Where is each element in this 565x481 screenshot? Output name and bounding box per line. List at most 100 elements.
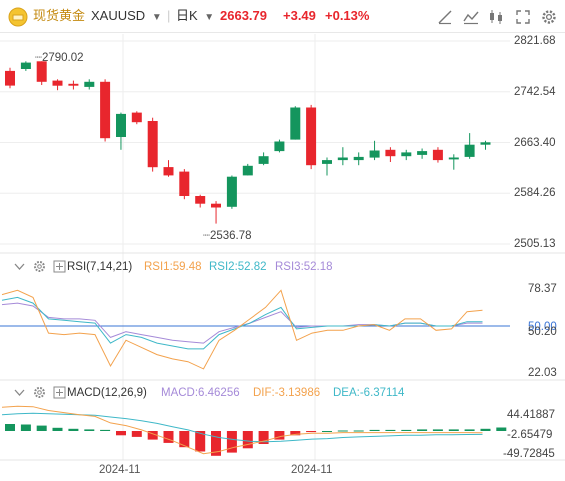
macd-bar: [274, 431, 285, 440]
macd-bar: [401, 429, 412, 431]
macd-bar: [100, 429, 111, 431]
hide-indicator-icon[interactable]: [13, 260, 26, 273]
macd-axis-mid: -2.65479: [507, 429, 553, 441]
candle-body: [20, 62, 31, 69]
macd-bar: [322, 431, 332, 432]
draw-line-icon[interactable]: [437, 9, 453, 25]
macd-bar: [385, 429, 396, 431]
candle-body: [5, 70, 15, 86]
chevron-down-icon: ▼: [151, 12, 162, 23]
candle-body: [84, 81, 95, 87]
hide-indicator-icon[interactable]: [13, 386, 26, 399]
macd-bar: [84, 429, 95, 431]
dif-line: [1, 405, 483, 455]
current-price: 2663.79: [220, 8, 267, 23]
candle-body: [353, 156, 364, 161]
candle-body: [179, 171, 190, 196]
candle-body: [52, 80, 63, 86]
macd-bar: [131, 431, 142, 437]
rsi-axis-top: 78.37: [528, 283, 557, 295]
macd-bar: [195, 431, 206, 452]
macd-title: MACD(12,26,9): [67, 387, 147, 399]
annotation-leader: ┈: [203, 230, 210, 242]
rsi-axis-mid: 50.00: [528, 321, 557, 333]
rsi2-line: [1, 296, 483, 350]
price-axis-label: 2663.40: [514, 136, 556, 149]
date-label: 2024-11: [291, 464, 333, 476]
price-axis-label: 2505.13: [514, 238, 556, 250]
candle-body: [163, 167, 174, 176]
fullscreen-icon[interactable]: [515, 9, 531, 25]
macd-bar: [179, 431, 190, 448]
macd-bar: [116, 431, 126, 436]
macd-bar: [448, 429, 459, 431]
candle-body: [211, 203, 221, 208]
candle-body: [337, 157, 348, 161]
rsi-axis-mid2: 50.20: [528, 326, 557, 338]
price-change: +3.49: [283, 8, 316, 23]
price-axis-label: 2742.54: [514, 85, 556, 98]
candle-body: [385, 149, 396, 157]
instrument-title[interactable]: 现货黄金: [33, 8, 86, 23]
settings-gear-icon[interactable]: [541, 9, 557, 25]
add-indicator-icon[interactable]: [53, 386, 66, 399]
macd-bar: [242, 431, 253, 449]
candle-body: [226, 176, 237, 207]
macd-bar: [432, 429, 443, 431]
macd-bar: [52, 427, 63, 431]
price-axis-label: 2821.68: [514, 35, 556, 47]
high-annotation: ┈2790.02: [35, 51, 84, 65]
date-label: 2024-11: [99, 464, 141, 476]
candle-body: [290, 107, 301, 140]
macd-bar: [20, 424, 31, 431]
macd-bar: [464, 429, 475, 431]
dif-value: DIF:-3.13986: [253, 387, 321, 399]
settings-gear-icon[interactable]: [33, 260, 46, 273]
indicator-icon[interactable]: [463, 9, 479, 25]
candle-body: [417, 151, 428, 155]
dea-value: DEA:-6.37114: [333, 387, 405, 399]
price-change-percent: +0.13%: [325, 8, 370, 23]
macd-bar: [306, 431, 317, 433]
macd-bar: [496, 427, 507, 431]
header-bar: 现货黄金 XAUUSD ▼ | 日K ▼ 2663.79 +3.49 +0.13…: [0, 0, 565, 33]
interval-dropdown[interactable]: 日K ▼: [176, 8, 214, 26]
macd-bar: [480, 428, 491, 431]
rsi-title: RSI(7,14,21): [67, 261, 133, 273]
interval-label: 日K: [176, 8, 198, 23]
high-value: 2790.02: [41, 52, 84, 64]
macd-bar: [163, 431, 174, 443]
macd-bar: [417, 429, 428, 431]
candle-body: [432, 149, 443, 161]
rsi3-value: RSI3:52.18: [275, 261, 333, 273]
rsi1-line: [1, 289, 483, 370]
candle-body: [401, 152, 412, 157]
symbol-dropdown[interactable]: XAUUSD ▼: [91, 8, 162, 26]
macd-bar: [258, 431, 269, 444]
divider: |: [167, 8, 171, 23]
gold-logo-icon: [8, 7, 28, 27]
dea-line: [1, 412, 483, 443]
macd-value: MACD:6.46256: [161, 387, 240, 399]
candle-body: [369, 150, 380, 158]
settings-gear-icon[interactable]: [33, 386, 46, 399]
add-indicator-icon[interactable]: [53, 260, 66, 273]
candle-body: [306, 107, 317, 166]
chart-type-icon[interactable]: [488, 9, 504, 25]
low-annotation: ┈2536.78: [203, 229, 252, 243]
candle-body: [322, 160, 332, 164]
macd-axis-top: 44.41887: [507, 409, 555, 421]
annotation-leader: ┈: [35, 52, 42, 64]
macd-bar: [36, 425, 47, 431]
price-axis-label: 2584.26: [514, 187, 556, 200]
candle-body: [147, 121, 158, 168]
candle-body: [36, 61, 47, 82]
rsi2-value: RSI2:52.82: [209, 261, 267, 273]
candle-body: [242, 165, 253, 176]
candle-body: [116, 113, 126, 137]
rsi-axis-bottom: 22.03: [528, 367, 557, 379]
chevron-down-icon: ▼: [204, 12, 215, 23]
macd-bar: [211, 431, 221, 456]
rsi1-value: RSI1:59.48: [144, 261, 202, 273]
